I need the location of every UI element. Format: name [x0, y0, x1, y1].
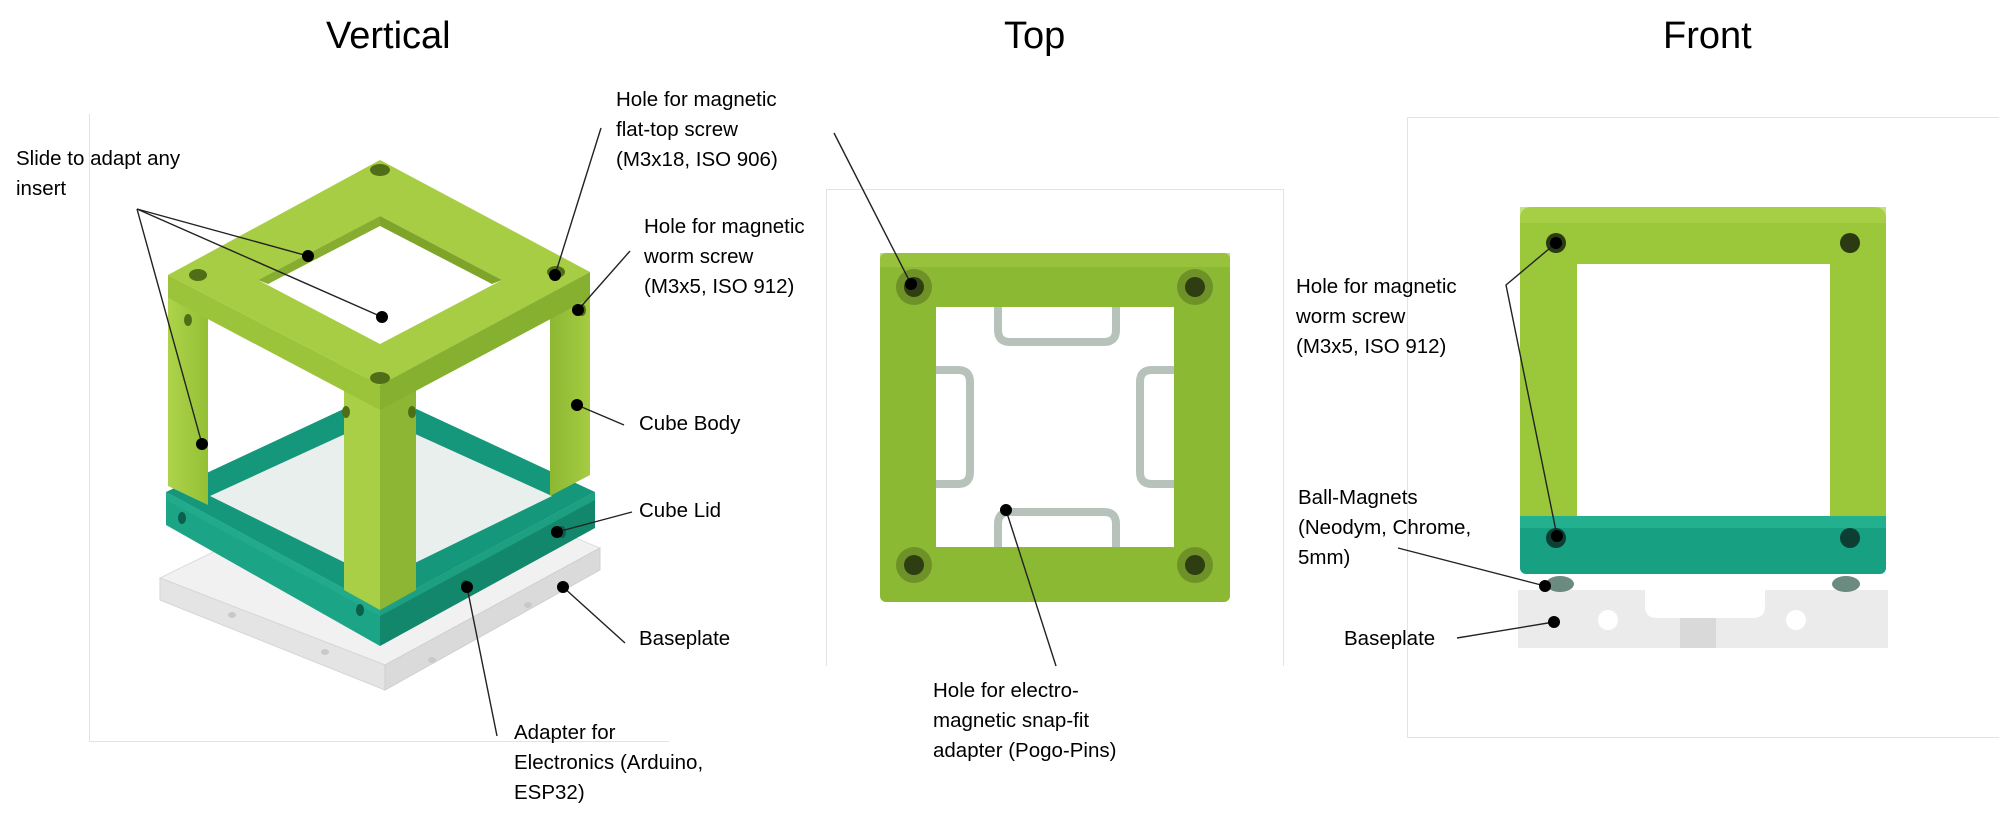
cube-body-front: [1520, 207, 1886, 516]
leader-dots-top: [905, 278, 1012, 516]
label-flat-top-screw: Hole for magnetic flat-top screw (M3x18,…: [616, 88, 778, 171]
leader-dots-vertical: [196, 250, 584, 593]
leader-lines-front: [1397, 242, 1558, 639]
label-slide-insert: Slide to adapt any insert: [16, 147, 181, 200]
label-baseplate-vertical: Baseplate: [639, 627, 731, 650]
snap-fit-outlines: [936, 307, 1174, 547]
label-baseplate-front: Baseplate: [1344, 627, 1436, 650]
baseplate-front: [1518, 590, 1888, 648]
label-cube-body: Cube Body: [639, 412, 741, 435]
view-title-front: Front: [1663, 15, 1752, 57]
label-ball-magnets: Ball-Magnets (Neodym, Chrome, 5mm): [1298, 486, 1472, 569]
leader-lines-vertical: [136, 127, 633, 737]
cube-body-top-iso: [168, 160, 590, 410]
label-adapter-electronics: Adapter for Electronics (Arduino, ESP32): [514, 721, 704, 804]
cube-body-top: [880, 253, 1230, 602]
label-worm-screw-vertical: Hole for magnetic worm screw (M3x5, ISO …: [644, 215, 805, 298]
leader-lines-top: [833, 132, 1057, 667]
view-title-top: Top: [1004, 15, 1066, 57]
cube-lid-front: [1520, 516, 1886, 574]
label-cube-lid: Cube Lid: [639, 499, 722, 522]
leader-dots-front: [1539, 237, 1563, 628]
label-worm-screw-front: Hole for magnetic worm screw (M3x5, ISO …: [1296, 275, 1457, 358]
view-title-vertical: Vertical: [326, 15, 451, 57]
ball-magnets-front: [1546, 576, 1860, 592]
label-snap-fit-adapter: Hole for electro- magnetic snap-fit adap…: [933, 679, 1117, 762]
body-holes-iso: [184, 164, 586, 418]
